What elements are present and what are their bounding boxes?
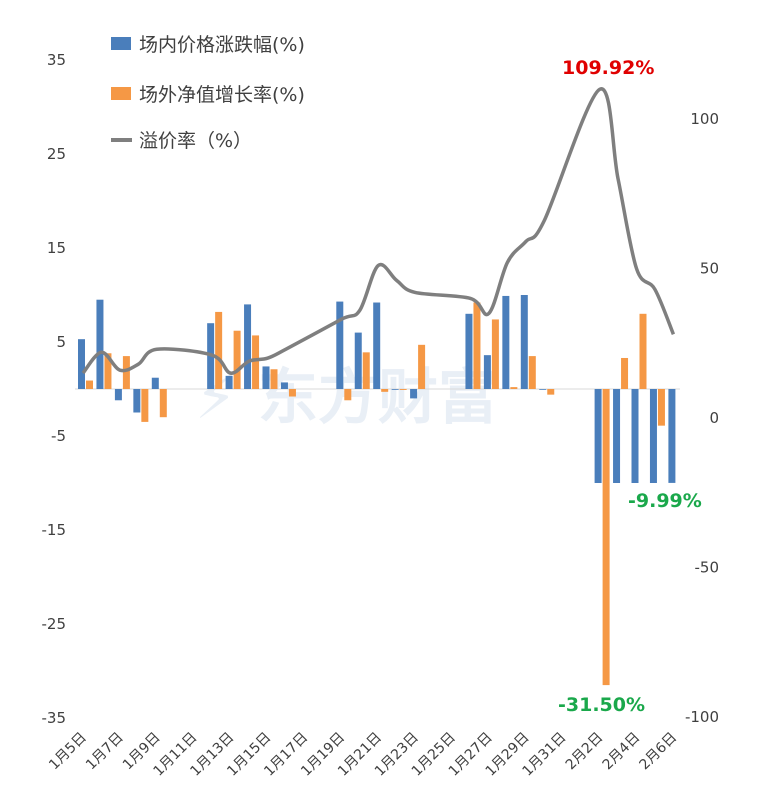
right-axis-tick: -50 — [695, 559, 720, 577]
right-axis-tick: 0 — [709, 409, 719, 427]
price-change-bar — [151, 377, 159, 389]
nav-growth-bar — [215, 311, 223, 389]
price-change-bar — [649, 389, 657, 483]
legend-label-premium: 溢价率（%） — [139, 130, 252, 152]
left-axis-tick: -25 — [42, 615, 67, 633]
nav-growth-bar — [639, 313, 647, 389]
price-change-bar — [391, 389, 399, 390]
legend-label-nav: 场外净值增长率(%) — [139, 84, 305, 106]
price-change-bar — [483, 355, 491, 389]
left-axis-tick: 15 — [47, 239, 66, 257]
nav-growth-bar — [233, 330, 241, 389]
left-axis-tick: 35 — [47, 51, 66, 69]
price-change-bar — [336, 301, 344, 389]
nav-growth-bar — [418, 344, 426, 389]
nav-growth-bar — [252, 335, 260, 389]
annotation-max-premium: 109.92% — [562, 57, 654, 79]
legend-swatch-nav — [111, 87, 131, 100]
price-change-bar — [631, 389, 639, 483]
nav-growth-bar — [473, 302, 481, 389]
price-change-bar — [410, 389, 418, 399]
nav-growth-bar — [510, 387, 518, 389]
annotation-nav-drop: -31.50% — [558, 694, 645, 716]
price-change-bar — [594, 389, 602, 483]
price-change-bar — [613, 389, 621, 483]
nav-growth-bar — [344, 389, 352, 401]
annotation-price-limit: -9.99% — [628, 490, 702, 512]
price-change-bar — [668, 389, 676, 483]
price-change-bar — [262, 366, 270, 389]
left-axis-tick: 25 — [47, 145, 66, 163]
price-change-bar — [502, 295, 510, 389]
x-axis-tick: 1月7日 — [83, 730, 127, 774]
nav-growth-bar — [104, 353, 112, 389]
right-axis-tick: 50 — [700, 260, 719, 278]
legend-swatch-price — [111, 37, 131, 50]
nav-growth-bar — [491, 319, 499, 389]
nav-growth-bar — [141, 389, 149, 422]
price-change-bar — [96, 299, 104, 389]
right-axis-tick: 100 — [690, 110, 719, 128]
left-axis-tick: -35 — [42, 709, 67, 727]
price-change-bar — [354, 332, 362, 389]
price-change-bar — [539, 389, 547, 390]
nav-growth-bar — [270, 369, 278, 389]
price-change-bar — [520, 295, 528, 389]
left-axis-tick: -15 — [42, 521, 67, 539]
nav-growth-bar — [122, 356, 130, 389]
nav-growth-bar — [528, 356, 536, 389]
nav-growth-bar — [399, 389, 407, 390]
nav-growth-bar — [381, 389, 389, 392]
nav-growth-bar — [621, 357, 629, 389]
x-axis-tick: 2月6日 — [637, 730, 681, 774]
nav-growth-bar — [86, 380, 93, 389]
x-axis-tick: 2月4日 — [600, 730, 644, 774]
price-change-bar — [225, 375, 233, 389]
nav-growth-bar — [288, 389, 296, 397]
nav-growth-bar — [159, 389, 167, 418]
x-axis-tick: 1月5日 — [46, 730, 90, 774]
price-change-bar — [280, 382, 288, 389]
legend-label-price: 场内价格涨跌幅(%) — [139, 34, 305, 56]
legend: 场内价格涨跌幅(%) 场外净值增长率(%) 溢价率（%） — [111, 34, 305, 152]
nav-growth-bar — [602, 389, 610, 686]
price-change-bar — [244, 304, 252, 389]
left-axis-tick: 5 — [56, 333, 66, 351]
left-axis-tick: -5 — [51, 427, 66, 445]
price-change-bar — [114, 389, 122, 401]
premium-rate-line — [81, 87, 676, 375]
price-change-bar — [133, 389, 141, 413]
nav-growth-bar — [547, 389, 555, 395]
nav-growth-bar — [657, 389, 665, 426]
x-axis-tick: 2月2日 — [563, 730, 607, 774]
nav-growth-bar — [362, 352, 370, 389]
price-change-bar — [78, 339, 85, 389]
right-axis-tick: -100 — [685, 708, 719, 726]
price-change-bar — [465, 313, 473, 389]
price-change-bar — [373, 302, 381, 389]
